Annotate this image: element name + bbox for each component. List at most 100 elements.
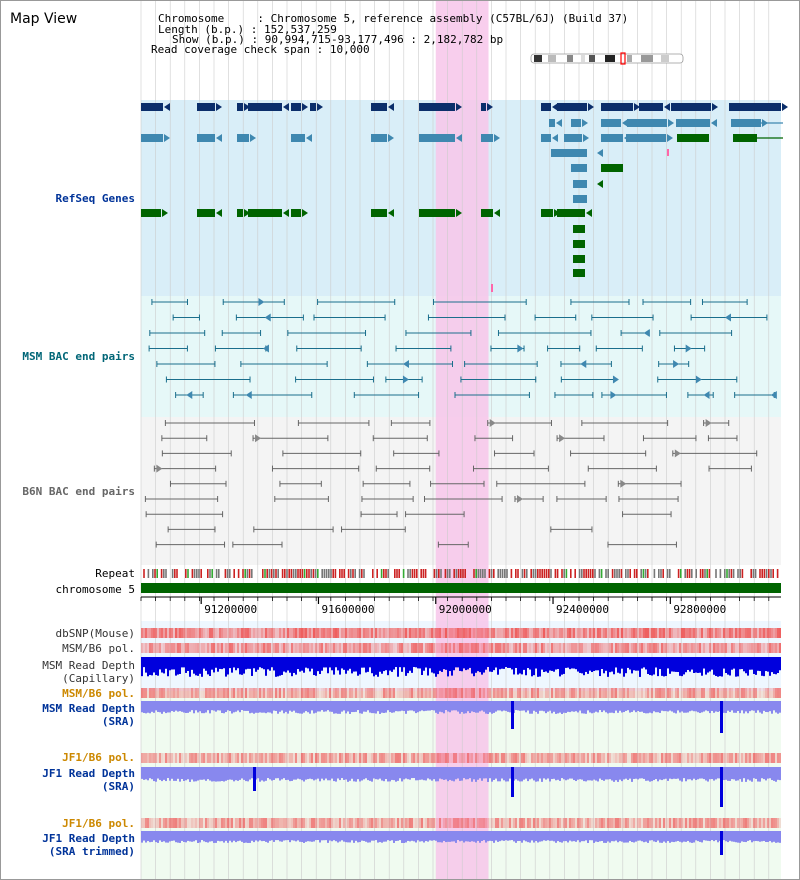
- read-depth-bar: [773, 767, 775, 781]
- repeat-mark: [589, 569, 592, 578]
- read-depth-bar: [205, 831, 207, 843]
- polymorphism-cell: [257, 628, 259, 638]
- polymorphism-cell: [223, 818, 225, 828]
- read-depth-bar: [541, 831, 543, 842]
- polymorphism-cell: [419, 818, 421, 828]
- gene-block: [419, 134, 455, 142]
- gene-block: [141, 103, 163, 111]
- polymorphism-cell: [735, 628, 737, 638]
- read-depth-bar: [187, 767, 189, 780]
- polymorphism-cell: [567, 688, 569, 698]
- read-depth-bar: [305, 831, 307, 842]
- read-depth-bar: [631, 657, 633, 674]
- read-depth-bar: [469, 701, 471, 714]
- read-depth-bar: [391, 767, 393, 780]
- read-depth-bar: [203, 767, 205, 780]
- polymorphism-cell: [317, 753, 319, 763]
- polymorphism-cell: [289, 643, 291, 653]
- gene-arrow: [552, 134, 558, 142]
- polymorphism-cell: [471, 643, 473, 653]
- polymorphism-cell: [391, 628, 393, 638]
- polymorphism-cell: [195, 818, 197, 828]
- polymorphism-cell: [465, 688, 467, 698]
- track-label-b6n-bac[interactable]: B6N BAC end pairs: [22, 485, 135, 498]
- polymorphism-cell: [361, 628, 363, 638]
- polymorphism-cell: [597, 688, 599, 698]
- track-label-refseq[interactable]: RefSeq Genes: [55, 192, 135, 205]
- track-label-msm-bac[interactable]: MSM BAC end pairs: [22, 350, 135, 363]
- polymorphism-cell: [317, 818, 319, 828]
- read-depth-bar: [633, 831, 635, 843]
- read-depth-bar: [503, 701, 505, 711]
- polymorphism-cell: [599, 688, 601, 698]
- repeat-mark: [160, 569, 163, 578]
- polymorphism-cell: [185, 688, 187, 698]
- gene-arrow: [622, 119, 628, 127]
- polymorphism-cell: [165, 818, 167, 828]
- read-depth-bar: [735, 657, 737, 677]
- polymorphism-cell: [617, 643, 619, 653]
- polymorphism-cell: [505, 643, 507, 653]
- repeat-mark: [284, 569, 286, 578]
- polymorphism-cell: [415, 628, 417, 638]
- polymorphism-cell: [633, 643, 635, 653]
- polymorphism-cell: [423, 628, 425, 638]
- read-depth-bar: [427, 767, 429, 779]
- repeat-mark: [266, 569, 268, 578]
- read-depth-bar: [499, 767, 501, 782]
- read-depth-bar: [655, 701, 657, 713]
- polymorphism-cell: [337, 818, 339, 828]
- read-depth-bar: [551, 831, 553, 841]
- polymorphism-cell: [677, 688, 679, 698]
- read-depth-bar: [389, 831, 391, 841]
- read-depth-bar: [339, 767, 341, 781]
- polymorphism-cell: [621, 643, 623, 653]
- polymorphism-cell: [591, 643, 593, 653]
- polymorphism-cell: [715, 628, 717, 638]
- polymorphism-cell: [359, 818, 361, 828]
- read-depth-bar: [339, 831, 341, 842]
- read-depth-bar: [335, 767, 337, 782]
- polymorphism-cell: [253, 753, 255, 763]
- read-depth-bar: [737, 701, 739, 712]
- polymorphism-cell: [619, 753, 621, 763]
- polymorphism-cell: [763, 643, 765, 653]
- read-depth-bar: [717, 701, 719, 712]
- polymorphism-cell: [683, 643, 685, 653]
- read-depth-bar: [529, 701, 531, 714]
- polymorphism-cell: [387, 688, 389, 698]
- read-depth-bar: [195, 657, 197, 676]
- gene-block: [601, 103, 633, 111]
- repeat-mark: [383, 569, 385, 578]
- read-depth-bar: [211, 701, 213, 711]
- polymorphism-cell: [161, 628, 163, 638]
- length-key: Length (b.p.): [158, 23, 245, 36]
- read-depth-bar: [147, 831, 149, 842]
- polymorphism-cell: [427, 688, 429, 698]
- read-depth-bar: [725, 701, 727, 713]
- repeat-mark: [416, 569, 418, 578]
- read-depth-bar: [531, 701, 533, 714]
- polymorphism-cell: [263, 753, 265, 763]
- polymorphism-cell: [243, 818, 245, 828]
- polymorphism-cell: [271, 643, 273, 653]
- polymorphism-cell: [407, 628, 409, 638]
- polymorphism-cell: [485, 688, 487, 698]
- read-depth-bar: [319, 701, 321, 712]
- polymorphism-cell: [427, 753, 429, 763]
- read-depth-bar: [253, 701, 255, 714]
- read-depth-bar: [585, 831, 587, 841]
- polymorphism-cell: [561, 753, 563, 763]
- polymorphism-cell: [445, 753, 447, 763]
- polymorphism-cell: [453, 818, 455, 828]
- read-depth-bar: [655, 657, 657, 668]
- polymorphism-cell: [579, 688, 581, 698]
- polymorphism-cell: [265, 643, 267, 653]
- read-depth-bar: [657, 701, 659, 713]
- gene-block: [291, 209, 301, 217]
- gene-arrow: [703, 391, 710, 399]
- read-depth-bar: [539, 767, 541, 779]
- read-depth-bar: [313, 831, 315, 842]
- read-depth-bar: [577, 657, 579, 672]
